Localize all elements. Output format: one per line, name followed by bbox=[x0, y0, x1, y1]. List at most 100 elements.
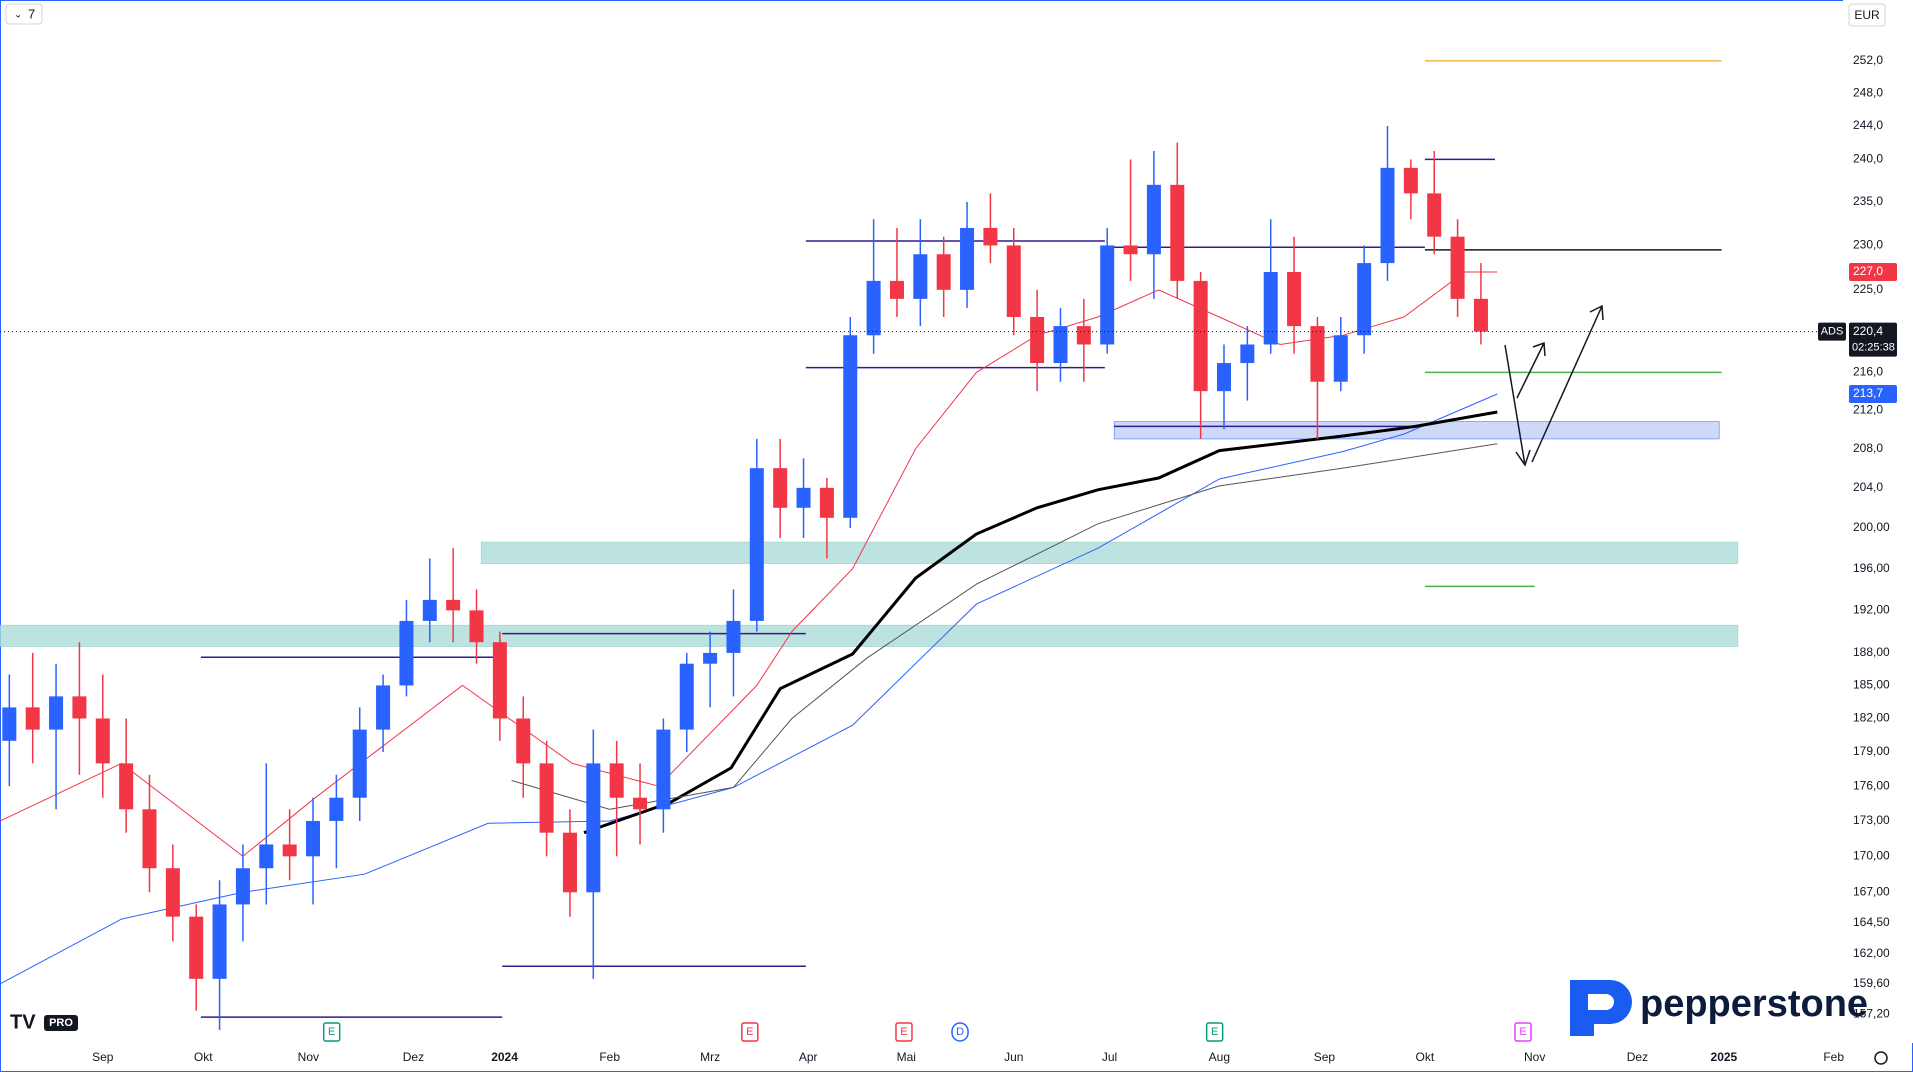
tv-logo: TV PRO bbox=[10, 1011, 78, 1033]
x-tick-label: Okt bbox=[1416, 1050, 1435, 1064]
candle-body bbox=[165, 868, 180, 917]
ma-line bbox=[511, 443, 1498, 810]
event-marker bbox=[1205, 1022, 1224, 1042]
y-tick-label: 230,0 bbox=[1853, 238, 1883, 252]
y-tick-label: 240,0 bbox=[1853, 152, 1883, 166]
candle-body bbox=[539, 763, 554, 833]
price-label-box bbox=[1849, 384, 1897, 403]
ma-line bbox=[0, 271, 1498, 857]
x-tick-label: Nov bbox=[298, 1050, 319, 1064]
candle-body bbox=[446, 599, 461, 611]
y-tick-label: 167,00 bbox=[1853, 884, 1890, 898]
event-label: E bbox=[1519, 1026, 1526, 1038]
candle-body bbox=[1100, 245, 1115, 345]
y-tick-label: 212,0 bbox=[1853, 402, 1883, 416]
candle-body bbox=[1403, 167, 1418, 194]
event-marker bbox=[895, 1022, 913, 1042]
event-marker bbox=[322, 1022, 341, 1042]
candle-body bbox=[796, 487, 811, 508]
interval-button[interactable] bbox=[5, 3, 43, 25]
candle-body bbox=[562, 832, 577, 893]
candle-body bbox=[1053, 326, 1068, 364]
y-tick-label: 235,0 bbox=[1853, 194, 1883, 208]
price-label: 213,7 bbox=[1853, 386, 1883, 400]
price-label-box bbox=[1849, 262, 1897, 281]
zone bbox=[1113, 421, 1720, 440]
candle-body bbox=[72, 696, 87, 719]
event-label: E bbox=[1211, 1026, 1218, 1038]
event-label: D bbox=[956, 1026, 964, 1038]
x-tick-label: Mai bbox=[897, 1050, 916, 1064]
y-tick-label: 182,00 bbox=[1853, 711, 1890, 725]
candle-body bbox=[376, 685, 391, 730]
watermark: pepperstone bbox=[1570, 980, 1868, 1036]
candle-body bbox=[1287, 271, 1302, 327]
y-tick-label: 164,50 bbox=[1853, 915, 1890, 929]
candle-body bbox=[422, 599, 437, 621]
candle-body bbox=[1193, 280, 1208, 392]
x-tick-label: Feb bbox=[1823, 1050, 1844, 1064]
x-tick-label: Apr bbox=[799, 1050, 818, 1064]
ma-line bbox=[583, 410, 1498, 835]
x-tick-label: Jun bbox=[1004, 1050, 1023, 1064]
price-label: 227,0 bbox=[1853, 264, 1883, 278]
y-tick-label: 248,0 bbox=[1853, 85, 1883, 99]
candle-body bbox=[235, 868, 250, 905]
y-tick-label: 179,00 bbox=[1853, 744, 1890, 758]
candle-body bbox=[1240, 344, 1255, 364]
x-tick-label: Okt bbox=[194, 1050, 213, 1064]
candle-body bbox=[773, 468, 788, 508]
countdown: 02:25:38 bbox=[1852, 342, 1895, 354]
candle-body bbox=[843, 335, 858, 518]
candle-body bbox=[609, 763, 624, 798]
candle-body bbox=[352, 729, 367, 798]
candle-body bbox=[960, 227, 975, 290]
interval-caret: ⌄ bbox=[14, 10, 22, 21]
candle-body bbox=[282, 844, 297, 857]
symbol: ADS bbox=[1821, 326, 1844, 338]
candle-body bbox=[142, 809, 157, 869]
y-tick-label: 185,00 bbox=[1853, 678, 1890, 692]
x-tick-label: Sep bbox=[92, 1050, 114, 1064]
badge: PRO bbox=[49, 1017, 73, 1029]
y-tick-label: 176,00 bbox=[1853, 778, 1890, 792]
watermark-text: pepperstone bbox=[1640, 983, 1868, 1025]
y-tick-label: 188,00 bbox=[1853, 645, 1890, 659]
y-tick-label: 196,00 bbox=[1853, 561, 1890, 575]
candle-body bbox=[25, 707, 40, 730]
candle-body bbox=[1263, 271, 1278, 345]
candle-body bbox=[633, 797, 648, 810]
settings-icon[interactable] bbox=[1874, 1051, 1888, 1065]
candle-body bbox=[1006, 245, 1021, 317]
arrows bbox=[1504, 304, 1604, 467]
currency: EUR bbox=[1854, 8, 1880, 22]
candle-body bbox=[819, 487, 834, 518]
candle-body bbox=[469, 610, 484, 643]
event-marker bbox=[951, 1022, 969, 1042]
candle-body bbox=[1357, 263, 1372, 336]
candle-body bbox=[1473, 298, 1488, 332]
y-tick-label: 208,0 bbox=[1853, 441, 1883, 455]
currency-button[interactable] bbox=[1848, 3, 1886, 27]
price-label-box bbox=[1849, 322, 1897, 357]
candle-body bbox=[95, 718, 110, 764]
candle-body bbox=[586, 763, 601, 893]
candle-body bbox=[1030, 316, 1045, 364]
candle-body bbox=[259, 844, 274, 869]
y-tick-label: 192,00 bbox=[1853, 603, 1890, 617]
candle-body bbox=[656, 729, 671, 810]
event-label: E bbox=[328, 1026, 335, 1038]
event-marker bbox=[1514, 1022, 1532, 1042]
x-tick-label: Dez bbox=[1627, 1050, 1648, 1064]
candle-body bbox=[1146, 184, 1161, 255]
candle-body bbox=[1216, 363, 1232, 392]
event-marker bbox=[741, 1022, 759, 1042]
y-tick-label: 225,0 bbox=[1853, 282, 1883, 296]
y-tick-label: 173,00 bbox=[1853, 813, 1890, 827]
y-tick-label: 216,0 bbox=[1853, 365, 1883, 379]
y-tick-label: 244,0 bbox=[1853, 118, 1883, 132]
candle-body bbox=[305, 820, 321, 857]
candle-body bbox=[2, 707, 17, 741]
plot bbox=[0, 60, 1843, 1031]
